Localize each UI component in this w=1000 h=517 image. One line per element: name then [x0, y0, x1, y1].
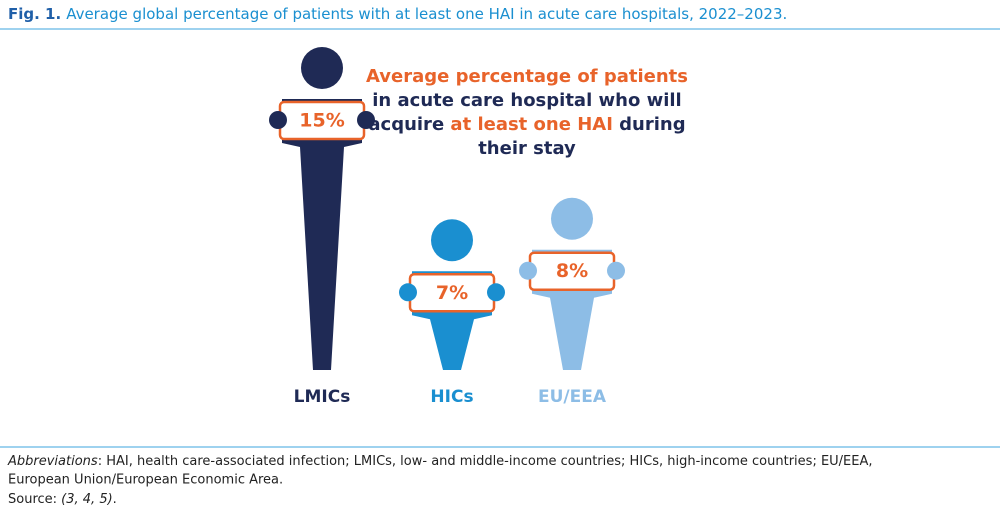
source-label: Source: [8, 492, 61, 507]
value-label: 15% [299, 110, 344, 132]
body [282, 99, 362, 370]
hand [607, 261, 625, 280]
source-refs: (3, 4, 5) [61, 492, 113, 507]
annotation-segment: during [613, 114, 686, 135]
category-label: HICs [430, 387, 473, 407]
annotation-segment: in acute care hospital who will [372, 90, 681, 111]
hand [487, 283, 505, 302]
hand [357, 111, 375, 129]
annotation-line: acquire at least one HAI during [368, 114, 685, 135]
category-label: EU/EEA [538, 387, 607, 407]
hand [269, 111, 287, 129]
abbreviations-text: : HAI, health care-associated infection;… [98, 454, 873, 469]
head [431, 219, 473, 262]
person [399, 219, 505, 370]
abbreviations-label: Abbreviations [7, 454, 98, 469]
source: Source: (3, 4, 5). [8, 492, 117, 507]
abbreviations: Abbreviations: HAI, health care-associat… [7, 454, 873, 469]
head [301, 47, 343, 89]
head [551, 197, 593, 240]
hand [399, 283, 417, 302]
person [519, 197, 625, 370]
title: Fig. 1. Average global percentage of pati… [8, 5, 787, 23]
annotation-segment: acquire [368, 114, 450, 135]
person [269, 47, 375, 370]
value-label: 8% [556, 260, 588, 282]
annotation-line: their stay [478, 138, 576, 159]
figure-label: Fig. 1. [8, 5, 61, 23]
annotation-segment: Average percentage of patients [366, 66, 688, 87]
hand [519, 261, 537, 280]
source-end: . [113, 492, 117, 507]
value-label: 7% [436, 282, 468, 304]
abbreviations-text: European Union/European Economic Area. [8, 473, 283, 488]
chart-title: Average global percentage of patients wi… [66, 5, 787, 23]
category-label: LMICs [294, 387, 351, 407]
annotation-segment: at least one HAI [450, 114, 612, 135]
annotation-segment: their stay [478, 138, 576, 159]
annotation-line: in acute care hospital who will [372, 90, 681, 111]
annotation-line: Average percentage of patients [366, 66, 688, 87]
